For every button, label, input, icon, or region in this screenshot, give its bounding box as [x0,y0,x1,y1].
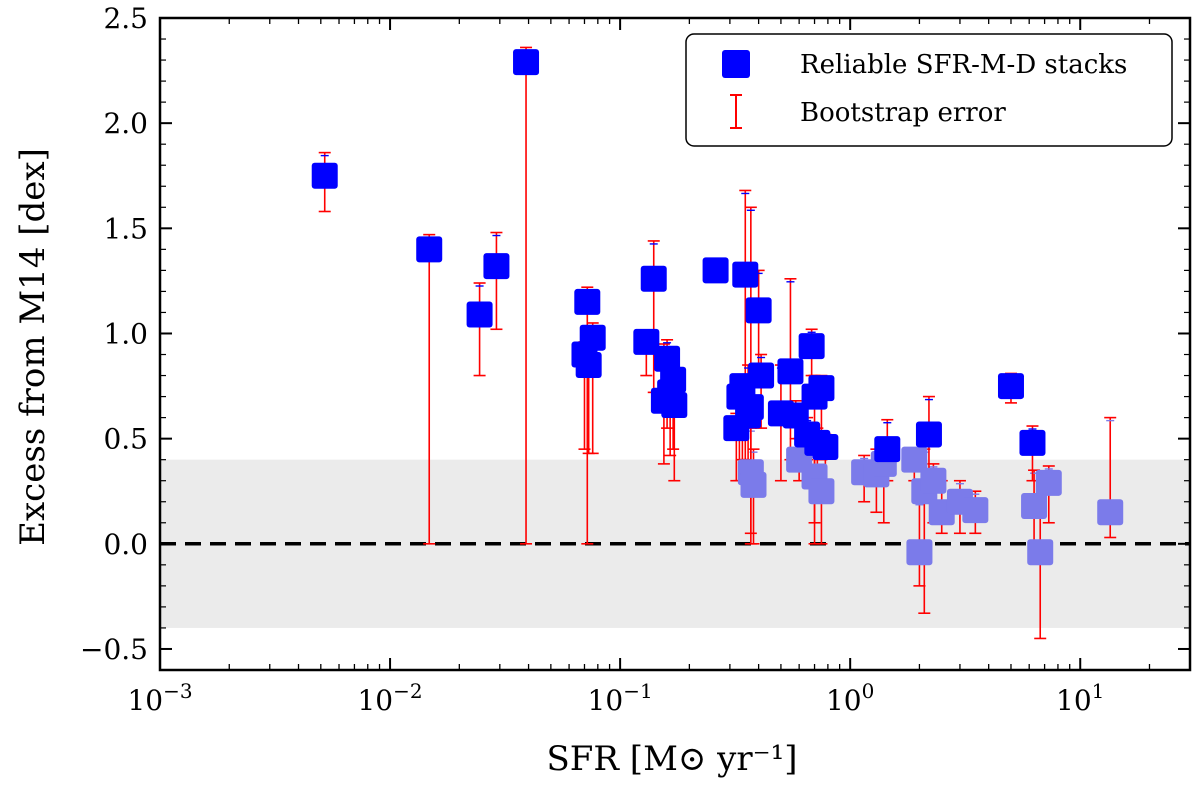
reliable-stack-marker [732,261,759,288]
axis-ticks: 10−3 10−2 10−1 100 101 2.5 2.0 1.5 1.0 0.5 0.0 −0.5 [80,2,1191,717]
reliable-stack-marker [777,358,804,385]
reliable-stack-marker [874,436,901,463]
other-stack-marker [962,497,989,524]
reliable-stack-marker [574,288,601,315]
legend-marker-error [730,94,742,129]
reliable-stack-marker [748,362,775,389]
reliable-stack-marker [311,162,338,189]
reliable-stack-marker [702,257,729,284]
y-tick-label: 0.0 [103,528,148,561]
x-axis-label: SFR [M⊙ yr⁻¹] [547,739,798,779]
y-tick-label: −0.5 [80,633,148,666]
x-tick-label: 10−2 [357,679,422,717]
other-stack-marker [920,467,947,494]
reliable-stack-marker [633,328,660,355]
reliable-stack-marker [997,373,1024,400]
reliable-stack-marker [808,375,835,402]
x-tick-label: 100 [826,679,874,717]
reliable-stack-marker [661,391,688,418]
other-stack-marker [1097,499,1124,526]
reliable-stack-marker [466,301,493,328]
reliable-stack-marker [1019,429,1046,456]
x-tick-label: 10−1 [588,679,653,717]
other-stack-marker [901,446,928,473]
reliable-stack-marker [579,324,606,351]
y-tick-label: 1.5 [103,212,148,245]
other-stack-marker [808,478,835,505]
other-stack-marker [906,539,933,566]
reliable-stack-marker [640,265,667,292]
error-bar [490,231,503,331]
other-stack-marker [1027,539,1054,566]
y-tick-label: 0.5 [103,423,148,456]
reliable-stack-marker [798,333,825,360]
legend-label-error: Bootstrap error [800,98,1006,128]
other-stack-marker [740,471,767,498]
legend-label-reliable: Reliable SFR-M-D stacks [800,50,1127,80]
y-axis-label: Excess from M14 [dex] [13,148,53,546]
x-tick-label: 101 [1056,679,1104,717]
legend: Reliable SFR-M-D stacks Bootstrap error [685,33,1173,147]
reliable-stack-marker [483,253,510,280]
other-stack-marker [1021,492,1048,519]
reliable-stack-marker [745,297,772,324]
reliable-stack-marker [737,394,764,421]
plot-frame [158,16,1192,672]
reliable-stack-marker [416,236,443,263]
other-stack-marker [1035,469,1062,496]
reliable-stack-marker [915,421,942,448]
y-tick-label: 2.0 [103,107,148,140]
x-tick-label: 10−3 [127,679,192,717]
y-tick-label: 2.5 [103,2,148,35]
reliable-stack-marker [812,434,839,461]
legend-marker-reliable [722,50,750,78]
reliable-stack-marker [513,49,540,76]
legend-box [685,33,1173,147]
data-markers [311,49,1124,566]
reliable-stack-marker [660,366,687,393]
reliable-stack-marker [654,345,681,372]
error-bar [473,282,486,377]
reliable-stack-marker [575,352,602,379]
y-tick-label: 1.0 [103,317,148,350]
